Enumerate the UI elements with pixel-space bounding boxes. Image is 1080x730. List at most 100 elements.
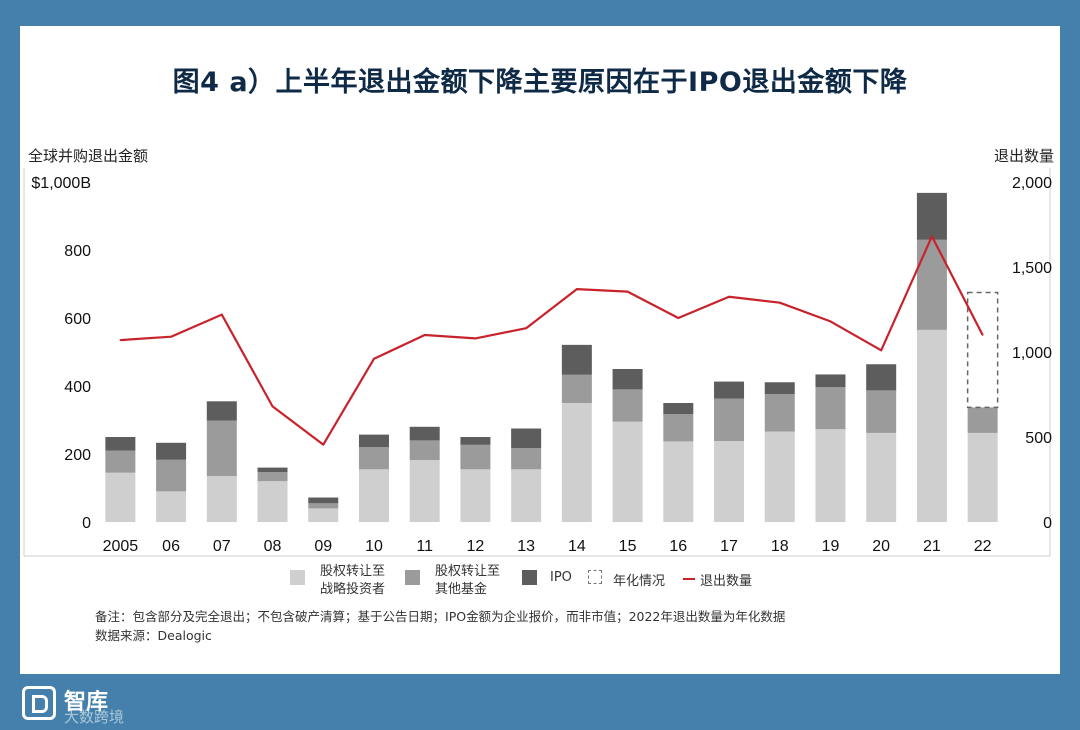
bar-21-series-2 — [916, 192, 947, 240]
bar-14-series-1 — [561, 374, 592, 403]
chart-title: 图4 a）上半年退出金额下降主要原因在于IPO退出金额下降 — [172, 67, 908, 98]
bar-16-series-2 — [663, 403, 694, 415]
exit-count-point-09 — [322, 443, 325, 446]
exit-count-point-17 — [728, 295, 730, 298]
left-axis-caption: 全球并购退出金额 — [28, 147, 149, 165]
bar-07-series-1 — [206, 420, 237, 477]
bar-06-series-0 — [156, 491, 187, 522]
bar-10-series-0 — [358, 469, 389, 522]
bar-20-series-2 — [866, 364, 897, 391]
bar-08-series-0 — [257, 481, 288, 522]
exit-count-point-18 — [778, 301, 781, 304]
x-tick-label-08: 08 — [264, 538, 282, 555]
x-tick-label-09: 09 — [314, 538, 332, 555]
data-source: 数据来源：Dealogic — [95, 628, 212, 643]
bar-21-series-0 — [916, 329, 947, 522]
bar-2005-series-2 — [105, 437, 136, 451]
right-tick-label-1500: 1,500 — [1012, 260, 1052, 277]
legend-swatch-strategic — [290, 570, 305, 585]
x-tick-label-15: 15 — [619, 538, 637, 555]
bar-15-series-2 — [612, 369, 643, 390]
bar-12-series-1 — [460, 444, 491, 470]
logo-icon — [22, 686, 56, 720]
left-tick-label-1000: $1,000B — [31, 175, 91, 192]
bar-16-series-1 — [663, 414, 694, 442]
bar-21-series-1 — [916, 239, 947, 330]
right-axis-caption: 退出数量 — [993, 147, 1054, 165]
left-tick-label-400: 400 — [64, 379, 91, 396]
bar-16-series-0 — [663, 441, 694, 522]
bar-09-series-1 — [308, 503, 339, 509]
x-tick-label-10: 10 — [365, 538, 383, 555]
bar-19-series-0 — [815, 429, 846, 522]
bar-12-series-0 — [460, 469, 491, 522]
x-tick-label-07: 07 — [213, 538, 231, 555]
footnote: 备注：包含部分及完全退出；不包含破产清算；基于公告日期；IPO金额为企业报价，而… — [95, 609, 786, 624]
bar-08-series-2 — [257, 467, 288, 473]
left-tick-label-200: 200 — [64, 447, 91, 464]
exit-count-point-11 — [423, 334, 426, 336]
exit-count-point-10 — [373, 358, 375, 360]
bar-19-series-1 — [815, 387, 846, 430]
x-tick-label-19: 19 — [822, 538, 840, 555]
x-tick-label-22: 22 — [974, 538, 992, 555]
bar-06-series-2 — [156, 442, 187, 460]
bar-12-series-2 — [460, 437, 491, 445]
bar-15-series-1 — [612, 389, 643, 422]
logo-sub: 大数跨境 — [64, 708, 125, 726]
bar-07-series-2 — [206, 401, 237, 421]
bar-10-series-1 — [358, 447, 389, 470]
right-tick-label-500: 500 — [1025, 430, 1052, 447]
x-tick-label-18: 18 — [771, 538, 789, 555]
x-tick-label-11: 11 — [416, 538, 433, 555]
bar-17-series-2 — [714, 381, 745, 399]
x-tick-label-06: 06 — [162, 538, 180, 555]
legend-label-strategic-2: 战略投资者 — [320, 582, 386, 597]
x-tick-label-14: 14 — [568, 538, 586, 555]
exit-count-line — [120, 235, 984, 446]
bar-17-series-0 — [714, 441, 745, 522]
annualized-box-22 — [966, 291, 999, 409]
bar-2005-series-1 — [105, 450, 136, 473]
exit-count-point-12 — [474, 337, 477, 340]
legend-label-fund-1: 股权转让至 — [435, 564, 501, 579]
bar-13-series-1 — [511, 448, 542, 470]
x-tick-label-20: 20 — [872, 538, 890, 555]
bar-09-series-0 — [308, 508, 339, 522]
x-tick-label-16: 16 — [669, 538, 687, 555]
exit-count-point-2005 — [119, 339, 122, 341]
legend-label-fund-2: 其他基金 — [435, 582, 488, 597]
legend-label-strategic-1: 股权转让至 — [320, 564, 386, 579]
bar-08-series-1 — [257, 472, 288, 482]
bar-14-series-2 — [561, 344, 592, 375]
bar-22-series-1 — [967, 407, 998, 433]
bar-06-series-1 — [156, 459, 187, 492]
bar-14-series-0 — [561, 403, 592, 522]
bar-20-series-1 — [866, 390, 897, 433]
exit-count-point-22 — [981, 334, 984, 336]
legend-swatch-fund — [405, 570, 420, 585]
exit-count-point-13 — [525, 327, 527, 330]
logo-name: 智库 — [64, 690, 109, 715]
bar-15-series-0 — [612, 421, 643, 522]
bar-13-series-2 — [511, 428, 542, 449]
bar-13-series-0 — [511, 469, 542, 522]
exit-count-point-19 — [829, 320, 832, 323]
right-tick-label-1000: 1,000 — [1012, 345, 1052, 362]
bar-19-series-2 — [815, 374, 846, 388]
bar-09-series-2 — [308, 497, 339, 504]
exit-count-point-16 — [677, 317, 680, 319]
bar-11-series-1 — [409, 440, 440, 461]
x-tick-label-12: 12 — [467, 538, 485, 555]
legend-label-count: 退出数量 — [700, 574, 753, 589]
left-tick-label-800: 800 — [64, 243, 91, 260]
right-tick-label-0: 0 — [1043, 515, 1052, 532]
exit-count-point-08 — [271, 405, 274, 408]
right-tick-label-2000: 2,000 — [1012, 175, 1052, 192]
x-tick-label-21: 21 — [923, 538, 941, 555]
legend-swatch-ipo — [522, 570, 537, 585]
bar-11-series-0 — [409, 460, 440, 522]
left-tick-label-0: 0 — [82, 515, 91, 532]
x-tick-label-13: 13 — [517, 538, 535, 555]
watermark-logo: 智库 大数跨境 — [14, 678, 174, 726]
